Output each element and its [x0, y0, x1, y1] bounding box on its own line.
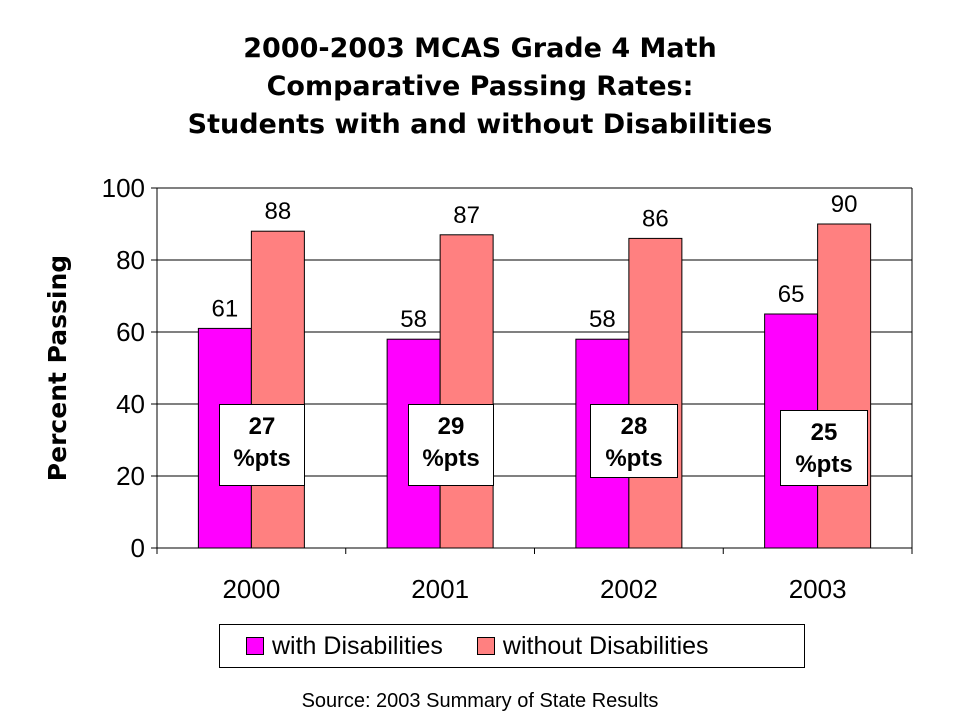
- gap-callout-unit: %pts: [605, 445, 663, 472]
- source-note: Source: 2003 Summary of State Results: [301, 690, 659, 712]
- y-tick-label: 0: [131, 533, 145, 563]
- data-label: 87: [453, 202, 480, 229]
- legend-swatch-without-disabilities: [476, 637, 495, 655]
- x-tick-label: 2002: [600, 574, 658, 604]
- data-label: 58: [589, 306, 616, 333]
- gap-callout-2001: 29 %pts: [408, 404, 494, 486]
- x-tick-label: 2001: [411, 574, 469, 604]
- data-label: 86: [642, 205, 669, 232]
- bar-without-disabilities-2000: [250, 230, 305, 549]
- data-label: 61: [212, 295, 239, 322]
- bar-without-disabilities-2002: [628, 237, 683, 549]
- y-axis-title: Percent Passing: [43, 255, 72, 481]
- gap-callout-value: 25: [810, 419, 838, 446]
- y-tick-label: 20: [116, 461, 145, 491]
- gap-callout-2002: 28 %pts: [590, 404, 678, 478]
- data-label: 58: [400, 306, 427, 333]
- gap-callout-unit: %pts: [795, 451, 853, 478]
- legend-label-without-disabilities: without Disabilities: [502, 631, 709, 660]
- chart-title: 2000-2003 MCAS Grade 4 Math Comparative …: [0, 30, 960, 144]
- bar-without-disabilities-2003: [817, 223, 872, 549]
- gap-callout-2003: 25 %pts: [780, 410, 868, 486]
- y-tick-label: 40: [116, 389, 145, 419]
- data-label: 88: [265, 198, 292, 225]
- gap-callout-2000: 27 %pts: [219, 404, 305, 486]
- bar-without-disabilities-2001: [439, 234, 494, 549]
- gap-callout-value: 28: [620, 413, 648, 440]
- title-line-3: Students with and without Disabilities: [187, 109, 773, 140]
- gap-callout-value: 29: [437, 413, 465, 440]
- y-tick-label: 100: [102, 173, 145, 203]
- title-line-1: 2000-2003 MCAS Grade 4 Math: [243, 33, 717, 64]
- legend-label-with-disabilities: with Disabilities: [272, 631, 443, 660]
- x-tick-label: 2003: [789, 574, 847, 604]
- title-line-2: Comparative Passing Rates:: [266, 71, 694, 102]
- y-tick-label: 80: [116, 245, 145, 275]
- data-label: 65: [778, 281, 805, 308]
- x-tick-label: 2000: [222, 574, 280, 604]
- legend-swatch-with-disabilities: [246, 637, 264, 655]
- gap-callout-value: 27: [248, 413, 276, 440]
- gap-callout-unit: %pts: [422, 445, 480, 472]
- data-label: 90: [831, 191, 858, 218]
- chart-legend: with Disabilities without Disabilities: [219, 624, 805, 668]
- y-tick-label: 60: [116, 317, 145, 347]
- legend-item-without-disabilities: without Disabilities: [476, 631, 709, 661]
- legend-item-with-disabilities: with Disabilities: [246, 632, 443, 661]
- gap-callout-unit: %pts: [233, 445, 291, 472]
